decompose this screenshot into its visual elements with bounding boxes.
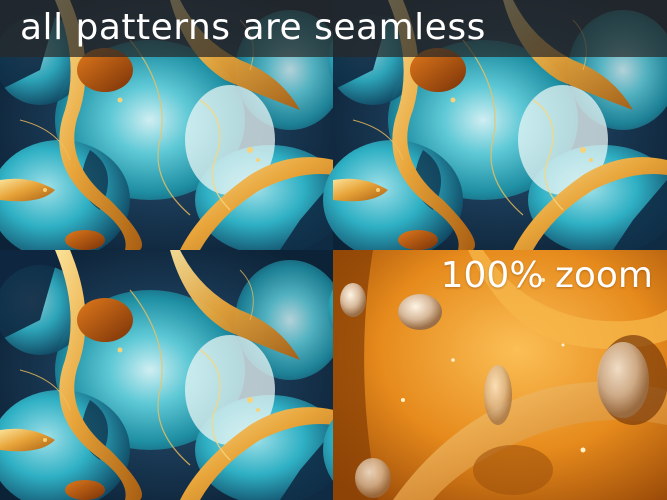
zoom-inset: 100% zoom (333, 250, 667, 500)
headline-text: all patterns are seamless (20, 7, 486, 48)
title-band (0, 0, 667, 57)
zoom-label: 100% zoom (440, 255, 653, 296)
zoom-detail-image (333, 250, 667, 500)
